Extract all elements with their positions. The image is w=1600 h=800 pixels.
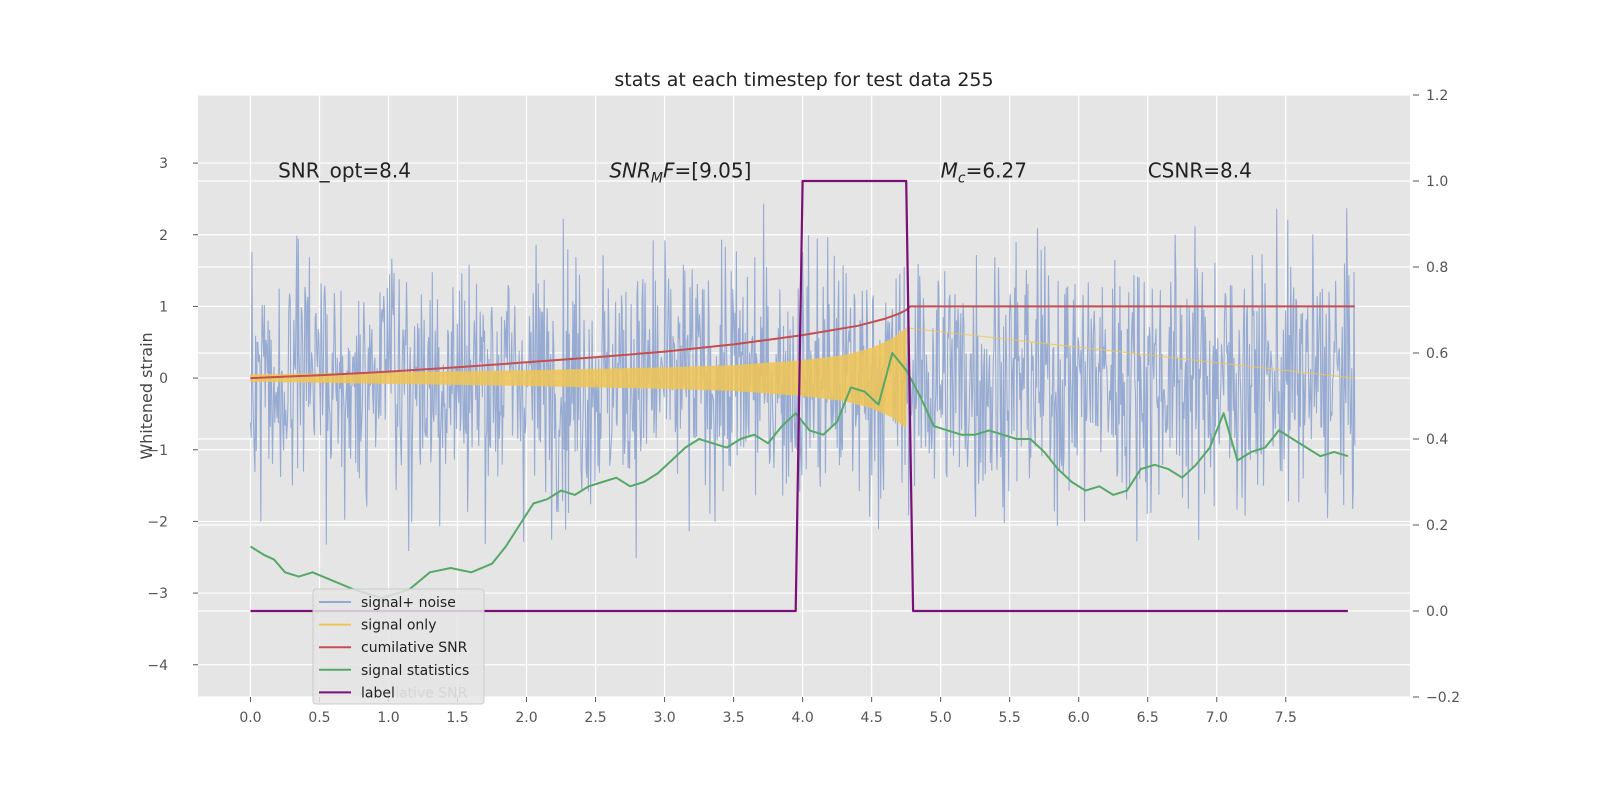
legend-box [312,588,485,705]
y2-tick-label: 0.4 [1426,432,1448,448]
annotation-rest-normal: =[9.05] [675,158,752,182]
x-tick-label: 0.0 [239,710,261,726]
y-axis-left: 3 2 1 0 −1 −2 −3 −4 [147,156,198,674]
annotation-0: SNR_opt=8.4 [278,158,411,182]
x-tick-label: 1.0 [377,710,399,726]
x-axis: 0.0 0.5 1.0 1.5 2.0 2.5 3.0 3.5 4.0 4.5 5.0 5.5 6.0 6… [239,697,1297,726]
y-tick-label: 1 [159,299,168,315]
x-tick-label: 4.0 [791,710,813,726]
series-cumulative-snr [250,305,1355,380]
series-layer [249,179,1356,613]
y2-tick-label: 1.2 [1426,88,1448,104]
y2-tick-label: −0.2 [1426,690,1460,706]
x-tick-label: 2.5 [584,710,606,726]
annotation-subscript: M [651,170,663,186]
y2-tick-label: 0.8 [1426,260,1448,276]
legend-label: signal only [361,618,436,634]
legend: signal+ noise signal only cumilative SNR si… [312,588,485,705]
annotation-main: M [941,158,958,182]
x-tick-label: 5.5 [999,710,1021,726]
annotation-2: Mc=6.27 [941,158,1027,186]
y-tick-label: −3 [147,586,168,602]
annotation-rest: F=[9.05] [663,158,751,182]
series-signal-plus-noise [249,203,1356,559]
annotation-main: SNR [609,158,651,182]
y-tick-label: 3 [159,156,168,172]
y2-tick-label: 0.0 [1426,604,1448,620]
y-axis-title: Whitened strain [137,332,156,459]
y-tick-label: −1 [147,443,168,459]
legend-label: signal+ noise [361,595,456,611]
y-tick-label: 2 [159,228,168,244]
annotation-1: SNRMF=[9.05] [609,158,751,186]
y2-tick-label: 1.0 [1426,174,1448,190]
legend-label: label [361,685,395,701]
legend-label: cumilative SNR [361,640,468,656]
x-tick-label: 5.0 [930,710,952,726]
x-tick-label: 7.0 [1206,710,1228,726]
series-signal-only [250,327,1355,429]
x-tick-label: 6.5 [1137,710,1159,726]
annotation-rest: =6.27 [966,158,1027,182]
x-tick-label: 3.5 [722,710,744,726]
x-tick-label: 4.5 [861,710,883,726]
legend-overlap-text: cumilative SNR [361,685,468,701]
y-tick-label: −4 [147,658,168,674]
y-tick-label: −2 [147,514,168,530]
annotations: SNR_opt=8.4 SNRMF=[9.05] Mc=6.27 CSNR=8.4 [278,158,1252,186]
x-tick-label: 0.5 [308,710,330,726]
x-tick-label: 6.0 [1068,710,1090,726]
annotation-subscript: c [958,170,966,186]
y-axis-right: 1.2 1.0 0.8 0.6 0.4 0.2 0.0 −0.2 [1413,88,1460,706]
y2-tick-label: 0.6 [1426,346,1448,362]
annotation-3: CSNR=8.4 [1148,158,1252,182]
x-tick-label: 2.0 [515,710,537,726]
series-signal-statistics [249,352,1349,600]
x-tick-label: 1.5 [446,710,468,726]
legend-label: signal statistics [361,663,469,679]
y2-tick-label: 0.2 [1426,518,1448,534]
annotation-rest-italic: F [663,158,675,182]
x-tick-label: 3.0 [653,710,675,726]
chart-title: stats at each timestep for test data 255 [614,69,993,91]
series-label [250,179,1348,613]
y-tick-label: 0 [159,371,168,387]
x-tick-label: 7.5 [1275,710,1297,726]
